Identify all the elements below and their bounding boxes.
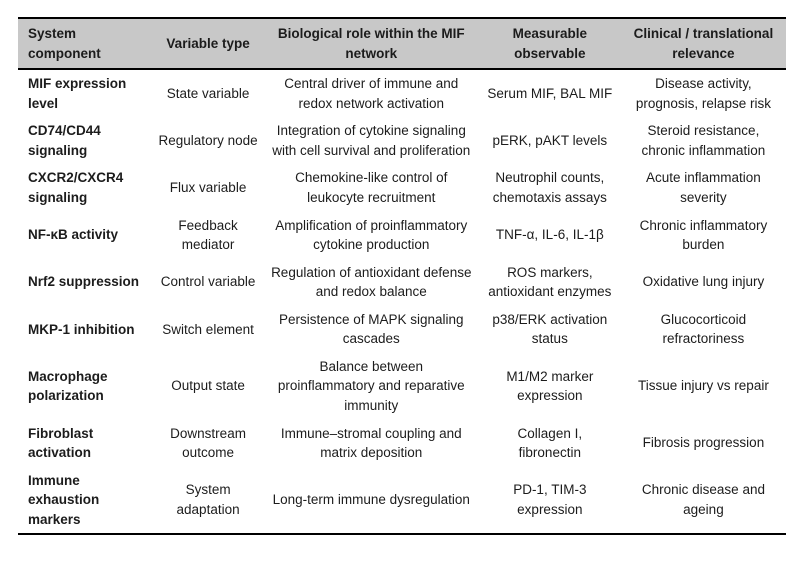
cell-clinical-relevance: Glucocorticoid refractoriness	[660, 311, 747, 347]
column-header-variable-type: Variable type	[152, 18, 264, 71]
table-row: NF-κB activity Feedback mediator Amplifi…	[18, 212, 786, 259]
column-header-clinical-relevance: Clinical / translational relevance	[620, 18, 786, 71]
cell-biological-role: Amplification of proinflammatory cytokin…	[275, 217, 468, 253]
cell-variable-type: Regulatory node	[158, 133, 258, 149]
table-row: CXCR2/CXCR4 signaling Flux variable Chem…	[18, 164, 786, 211]
cell-measurable-observable: Collagen I, fibronectin	[517, 425, 583, 461]
cell-measurable-observable: Neutrophil counts, chemotaxis assays	[492, 170, 607, 205]
cell-variable-type: Downstream outcome	[170, 425, 246, 461]
cell-measurable-observable: PD-1, TIM-3 expression	[513, 482, 587, 518]
cell-variable-type: Flux variable	[169, 180, 247, 196]
cell-biological-role: Regulation of antioxidant defense and re…	[271, 264, 472, 300]
cell-clinical-relevance: Steroid resistance, chronic inflammation	[641, 123, 766, 158]
cell-clinical-relevance: Chronic inflammatory burden	[639, 217, 768, 253]
cell-system-component: Immune exhaustion markers	[28, 472, 100, 527]
cell-variable-type: Feedback mediator	[178, 217, 238, 253]
cell-biological-role: Central driver of immune and redox netwo…	[284, 76, 459, 111]
cell-measurable-observable: Serum MIF, BAL MIF	[487, 85, 613, 101]
cell-system-component: CXCR2/CXCR4 signaling	[28, 170, 124, 205]
table-row: CD74/CD44 signaling Regulatory node Inte…	[18, 117, 786, 164]
table-row: Nrf2 suppression Control variable Regula…	[18, 259, 786, 306]
cell-system-component: NF-κB activity	[28, 227, 119, 243]
table-row: MKP-1 inhibition Switch element Persiste…	[18, 306, 786, 353]
table-row: Fibroblast activation Downstream outcome…	[18, 420, 786, 467]
cell-measurable-observable: p38/ERK activation status	[492, 311, 608, 347]
header-row: System component Variable type Biologica…	[18, 18, 786, 71]
column-header-measurable-observable: Measurable observable	[478, 18, 621, 71]
cell-biological-role: Persistence of MAPK signaling cascades	[278, 311, 464, 347]
mif-systems-table: System component Variable type Biologica…	[18, 17, 786, 536]
cell-clinical-relevance: Fibrosis progression	[642, 435, 765, 451]
column-header-system-component: System component	[18, 18, 153, 71]
cell-clinical-relevance: Acute inflammation severity	[646, 170, 761, 205]
cell-clinical-relevance: Oxidative lung injury	[642, 274, 765, 290]
table-row: Immune exhaustion markers System adaptat…	[18, 467, 786, 535]
cell-variable-type: Control variable	[160, 274, 256, 290]
table-header: System component Variable type Biologica…	[18, 18, 786, 71]
cell-measurable-observable: TNF-α, IL-6, IL-1β	[495, 227, 604, 243]
cell-clinical-relevance: Tissue injury vs repair	[638, 378, 769, 394]
cell-biological-role: Chemokine-like control of leukocyte recr…	[295, 170, 448, 205]
cell-variable-type: System adaptation	[176, 482, 240, 518]
cell-clinical-relevance: Chronic disease and ageing	[641, 482, 765, 518]
column-header-biological-role: Biological role within the MIF network	[263, 18, 479, 71]
cell-variable-type: State variable	[166, 85, 250, 101]
cell-biological-role: Integration of cytokine signaling with c…	[272, 123, 471, 158]
cell-system-component: Nrf2 suppression	[28, 274, 140, 290]
table-row: MIF expression level State variable Cent…	[18, 69, 786, 117]
cell-system-component: MIF expression level	[28, 76, 127, 111]
cell-variable-type: Output state	[171, 378, 245, 394]
cell-measurable-observable: pERK, pAKT levels	[492, 133, 608, 149]
cell-system-component: Macrophage polarization	[28, 368, 108, 404]
table-row: Macrophage polarization Output state Bal…	[18, 353, 786, 420]
cell-clinical-relevance: Disease activity, prognosis, relapse ris…	[635, 76, 771, 111]
cell-system-component: Fibroblast activation	[28, 425, 94, 461]
cell-variable-type: Switch element	[162, 321, 254, 337]
cell-biological-role: Balance between proinflammatory and repa…	[277, 358, 465, 413]
cell-biological-role: Long-term immune dysregulation	[272, 492, 470, 508]
cell-system-component: CD74/CD44 signaling	[28, 123, 101, 158]
cell-system-component: MKP-1 inhibition	[28, 321, 135, 337]
cell-biological-role: Immune–stromal coupling and matrix depos…	[280, 425, 462, 461]
cell-measurable-observable: ROS markers, antioxidant enzymes	[488, 264, 612, 300]
table-body: MIF expression level State variable Cent…	[18, 69, 786, 534]
cell-measurable-observable: M1/M2 marker expression	[506, 368, 594, 404]
